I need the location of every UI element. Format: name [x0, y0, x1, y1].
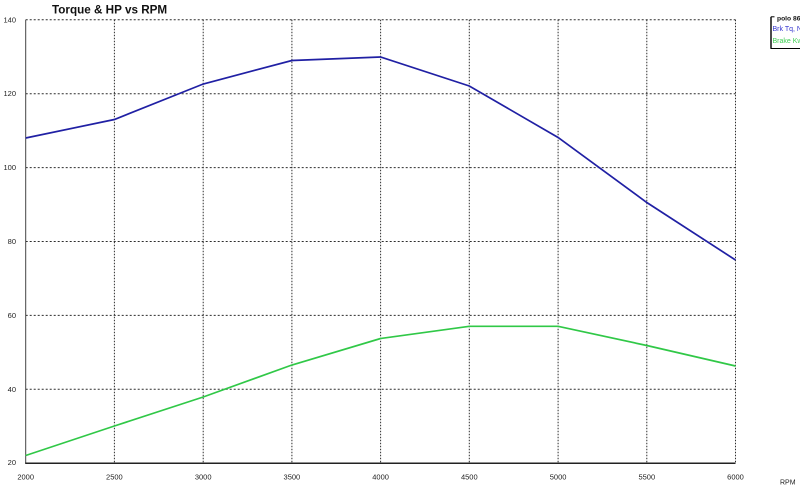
svg-text:2000: 2000 — [17, 473, 34, 482]
svg-text:3500: 3500 — [284, 473, 301, 482]
svg-text:80: 80 — [8, 237, 16, 246]
svg-text:6000: 6000 — [727, 473, 744, 482]
svg-text:40: 40 — [8, 385, 16, 394]
svg-text:20: 20 — [8, 458, 16, 467]
svg-text:4500: 4500 — [461, 473, 478, 482]
svg-text:2500: 2500 — [106, 473, 123, 482]
svg-text:3000: 3000 — [195, 473, 212, 482]
svg-text:4000: 4000 — [372, 473, 389, 482]
svg-text:60: 60 — [8, 311, 16, 320]
svg-text:Brk Tq, Nm: Brk Tq, Nm — [773, 26, 800, 33]
svg-text:100: 100 — [3, 163, 16, 172]
svg-text:RPM: RPM — [780, 480, 796, 487]
svg-text:5500: 5500 — [638, 473, 655, 482]
svg-text:140: 140 — [3, 15, 16, 24]
svg-text:120: 120 — [3, 89, 16, 98]
svg-text:5000: 5000 — [550, 473, 567, 482]
svg-text:Torque & HP vs RPM: Torque & HP vs RPM — [52, 4, 167, 17]
svg-text:polo 86m: polo 86m — [777, 15, 800, 22]
svg-text:Brake Kw: Brake Kw — [773, 38, 800, 45]
